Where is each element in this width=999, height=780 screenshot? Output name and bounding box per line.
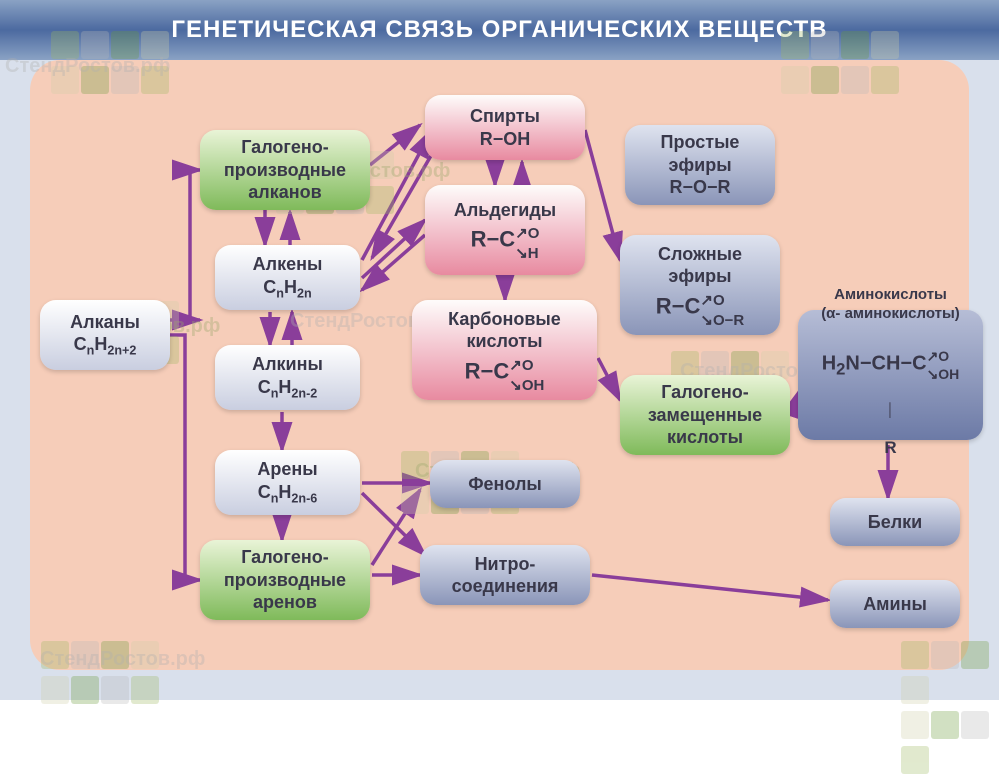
node-alkany: АлканыCnH2n+2 bbox=[40, 300, 170, 370]
node-belki: Белки bbox=[830, 498, 960, 546]
node-aldehyde: АльдегидыR−C↗O↘H bbox=[425, 185, 585, 275]
node-alkiny: АлкиныCnH2n-2 bbox=[215, 345, 360, 410]
node-aminy: Амины bbox=[830, 580, 960, 628]
node-amino: Аминокислоты(α- аминокислоты)H2N−CH−C↗O↘… bbox=[798, 310, 983, 440]
node-phenols: Фенолы bbox=[430, 460, 580, 508]
node-halAcids: Галогено-замещенныекислоты bbox=[620, 375, 790, 455]
node-simpleEster: ПростыеэфирыR−O−R bbox=[625, 125, 775, 205]
node-alkeny: АлкеныCnH2n bbox=[215, 245, 360, 310]
page-title: ГЕНЕТИЧЕСКАЯ СВЯЗЬ ОРГАНИЧЕСКИХ ВЕЩЕСТВ bbox=[171, 16, 827, 44]
node-complexEster: СложныеэфирыR−C↗O↘O−R bbox=[620, 235, 780, 335]
node-carboxylic: КарбоновыекислотыR−C↗O↘OH bbox=[412, 300, 597, 400]
node-halArenov: Галогено-производныеаренов bbox=[200, 540, 370, 620]
node-nitro: Нитро-соединения bbox=[420, 545, 590, 605]
node-halAlkanov: Галогено-производныеалканов bbox=[200, 130, 370, 210]
node-spirty: СпиртыR−OH bbox=[425, 95, 585, 160]
node-areny: АреныCnH2n-6 bbox=[215, 450, 360, 515]
